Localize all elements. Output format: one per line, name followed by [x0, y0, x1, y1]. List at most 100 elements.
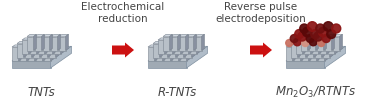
Polygon shape	[49, 43, 56, 58]
Polygon shape	[41, 43, 48, 58]
Polygon shape	[28, 45, 37, 47]
Polygon shape	[308, 45, 311, 61]
Polygon shape	[291, 43, 297, 58]
Circle shape	[316, 24, 325, 33]
Polygon shape	[186, 45, 189, 61]
Polygon shape	[60, 38, 64, 54]
Polygon shape	[195, 34, 204, 37]
Polygon shape	[44, 47, 51, 61]
Polygon shape	[286, 47, 293, 61]
Polygon shape	[330, 41, 333, 58]
Polygon shape	[177, 43, 183, 58]
Polygon shape	[17, 43, 23, 58]
Circle shape	[327, 30, 336, 39]
Polygon shape	[35, 37, 42, 51]
Polygon shape	[171, 37, 178, 51]
Polygon shape	[317, 34, 327, 37]
Polygon shape	[189, 38, 192, 54]
Polygon shape	[190, 40, 197, 54]
Text: Mn$_2$O$_3$/RTNTs: Mn$_2$O$_3$/RTNTs	[274, 84, 356, 100]
Polygon shape	[325, 37, 332, 51]
Circle shape	[298, 32, 307, 41]
Polygon shape	[48, 41, 51, 58]
Polygon shape	[180, 47, 186, 61]
Polygon shape	[299, 41, 308, 43]
Polygon shape	[307, 41, 316, 43]
Polygon shape	[178, 45, 181, 61]
Polygon shape	[178, 34, 181, 51]
Polygon shape	[324, 45, 327, 61]
Polygon shape	[181, 38, 183, 54]
Polygon shape	[156, 45, 166, 47]
Polygon shape	[294, 45, 304, 47]
Polygon shape	[339, 34, 342, 51]
Circle shape	[322, 35, 330, 43]
Circle shape	[293, 38, 301, 46]
Polygon shape	[305, 41, 308, 58]
Polygon shape	[294, 47, 301, 61]
Polygon shape	[44, 45, 54, 47]
Polygon shape	[318, 45, 327, 47]
Polygon shape	[182, 40, 189, 54]
Polygon shape	[20, 47, 26, 61]
Polygon shape	[197, 38, 200, 54]
Polygon shape	[160, 41, 163, 58]
Polygon shape	[328, 40, 335, 54]
Polygon shape	[320, 40, 327, 54]
Polygon shape	[163, 34, 172, 37]
Polygon shape	[319, 38, 322, 54]
Polygon shape	[179, 37, 186, 51]
Polygon shape	[155, 45, 158, 61]
Circle shape	[307, 22, 317, 31]
Polygon shape	[50, 34, 53, 51]
Polygon shape	[315, 41, 324, 43]
Polygon shape	[187, 34, 197, 37]
FancyArrow shape	[112, 43, 134, 58]
Polygon shape	[190, 38, 200, 40]
Polygon shape	[161, 43, 167, 58]
Polygon shape	[53, 38, 56, 54]
Polygon shape	[312, 40, 319, 54]
Polygon shape	[335, 38, 338, 54]
Polygon shape	[174, 40, 181, 54]
Polygon shape	[158, 40, 164, 54]
Polygon shape	[169, 41, 178, 43]
Polygon shape	[323, 41, 333, 43]
Polygon shape	[46, 38, 56, 40]
Polygon shape	[291, 41, 301, 43]
Text: Reverse pulse
electrodeposition: Reverse pulse electrodeposition	[215, 2, 307, 24]
Polygon shape	[192, 41, 195, 58]
Polygon shape	[12, 46, 71, 61]
Text: Electrochemical
reduction: Electrochemical reduction	[81, 2, 165, 24]
Polygon shape	[35, 34, 45, 37]
Polygon shape	[148, 46, 208, 61]
Polygon shape	[26, 45, 29, 61]
Polygon shape	[164, 38, 167, 54]
Polygon shape	[22, 40, 28, 54]
Circle shape	[290, 35, 298, 43]
Polygon shape	[333, 34, 342, 37]
Polygon shape	[332, 34, 335, 51]
Polygon shape	[296, 40, 302, 54]
Polygon shape	[20, 45, 29, 47]
Polygon shape	[325, 34, 335, 37]
Polygon shape	[65, 34, 68, 51]
Polygon shape	[19, 45, 22, 61]
Polygon shape	[171, 34, 181, 37]
Polygon shape	[153, 43, 160, 58]
Polygon shape	[318, 47, 324, 61]
Polygon shape	[310, 47, 316, 61]
Circle shape	[318, 39, 325, 47]
Polygon shape	[161, 41, 170, 43]
Polygon shape	[324, 34, 327, 51]
Polygon shape	[307, 34, 310, 51]
Polygon shape	[56, 41, 59, 58]
Polygon shape	[54, 38, 64, 40]
Polygon shape	[17, 41, 26, 43]
Polygon shape	[177, 41, 186, 43]
Polygon shape	[301, 34, 310, 37]
Polygon shape	[51, 46, 71, 68]
Polygon shape	[169, 34, 172, 51]
Polygon shape	[22, 38, 31, 40]
Polygon shape	[167, 41, 170, 58]
